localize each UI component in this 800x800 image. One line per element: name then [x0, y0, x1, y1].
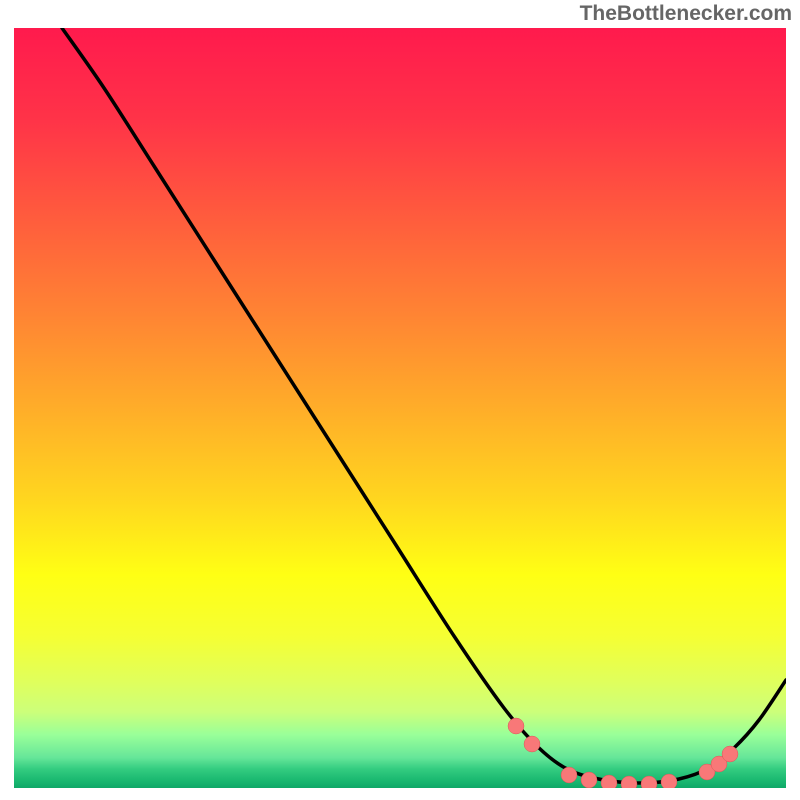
curve-marker: [621, 776, 637, 788]
curve-marker: [661, 774, 677, 788]
curve-marker: [641, 776, 657, 788]
bottleneck-curve: [62, 28, 786, 783]
curve-marker: [524, 736, 540, 752]
curve-marker: [722, 746, 738, 762]
curve-marker: [601, 775, 617, 788]
curve-marker: [581, 772, 597, 788]
curve-marker: [508, 718, 524, 734]
curve-overlay: [14, 28, 786, 788]
bottleneck-chart: [14, 28, 786, 788]
attribution-text: TheBottlenecker.com: [580, 2, 792, 26]
curve-marker: [561, 767, 577, 783]
